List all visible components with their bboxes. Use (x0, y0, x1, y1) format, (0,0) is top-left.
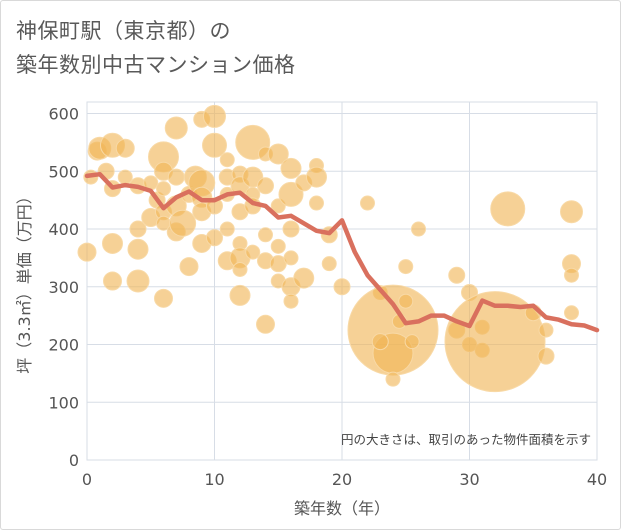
bubble-layer (77, 104, 583, 393)
bubble-point (448, 266, 466, 284)
bubble-point (115, 138, 135, 158)
x-tick-label: 20 (332, 470, 352, 489)
bubble-point (537, 347, 555, 365)
bubble-point (371, 333, 389, 351)
x-tick-label: 0 (82, 470, 92, 489)
bubble-point (229, 284, 251, 306)
bubble-point (404, 334, 420, 350)
bubble-point (169, 209, 197, 237)
bubble-point (270, 238, 286, 254)
bubble-point (179, 257, 199, 277)
bubble-point (154, 288, 173, 308)
y-tick-label: 400 (48, 220, 79, 239)
x-axis-label: 築年数（年） (294, 499, 390, 518)
bubble-point (202, 132, 227, 158)
x-tick-label: 10 (204, 470, 224, 489)
bubble-point (102, 232, 123, 254)
bubble-point (411, 221, 426, 237)
y-axis-label: 坪（3.3㎡）単価（万円） (15, 188, 34, 373)
bubble-point (219, 152, 235, 168)
bubble-point (167, 168, 185, 186)
bubble-point (333, 278, 351, 296)
bubble-point (538, 322, 554, 338)
bubble-point (278, 181, 304, 207)
bubble-point (258, 227, 273, 243)
trend-layer (84, 171, 600, 333)
y-tick-label: 0 (69, 451, 79, 470)
bubble-point (245, 244, 261, 260)
bubble-point (321, 256, 337, 272)
bubble-point (117, 169, 133, 185)
chart-title: 神保町駅（東京都）の 築年数別中古マンション価格 (16, 14, 296, 82)
bubble-point (282, 220, 300, 238)
x-tick-label: 40 (587, 470, 607, 489)
bubble-point (280, 157, 302, 179)
y-tick-label: 200 (48, 336, 79, 355)
bubble-point (256, 314, 275, 334)
chart-title-line2: 築年数別中古マンション価格 (16, 53, 296, 77)
bubble-point (444, 291, 546, 393)
bubble-point (564, 305, 579, 321)
bubble-size-note: 円の大きさは、取引のあった物件面積を示す (341, 432, 591, 447)
bubble-point (103, 271, 122, 291)
bubble-point (126, 269, 150, 293)
bubble-point (232, 261, 248, 277)
bubble-point (156, 181, 171, 197)
bubble-point (203, 104, 226, 128)
bubble-point (257, 177, 274, 195)
bubble-point (360, 195, 375, 211)
bubble-point (164, 116, 188, 140)
bubble-point (283, 293, 299, 309)
bubble-point (306, 166, 327, 188)
bubble-point (490, 191, 526, 227)
y-tick-label: 500 (48, 162, 79, 181)
bubble-point (127, 238, 149, 260)
y-tick-label: 100 (48, 393, 79, 412)
y-tick-label: 600 (48, 105, 79, 124)
bubble-point (77, 242, 97, 262)
bubble-point (129, 220, 147, 238)
bubble-point (293, 267, 315, 289)
y-tick-label: 300 (48, 278, 79, 297)
bubble-point (560, 200, 583, 224)
chart-title-line1: 神保町駅（東京都）の (16, 19, 231, 43)
bubble-point (398, 259, 414, 275)
x-tick-labels: 0 10 20 30 40 (82, 470, 607, 489)
bubble-point (385, 371, 401, 387)
x-tick-label: 30 (459, 470, 479, 489)
bubble-point (219, 221, 235, 237)
bubble-point (564, 267, 579, 283)
bubble-point (206, 229, 223, 247)
bubble-point (267, 143, 289, 165)
average-price-line (84, 171, 600, 333)
bubble-point (309, 195, 324, 211)
y-tick-labels: 0 100 200 300 400 500 600 (48, 105, 79, 470)
bubble-point (283, 250, 299, 266)
bubble-point (398, 293, 414, 309)
